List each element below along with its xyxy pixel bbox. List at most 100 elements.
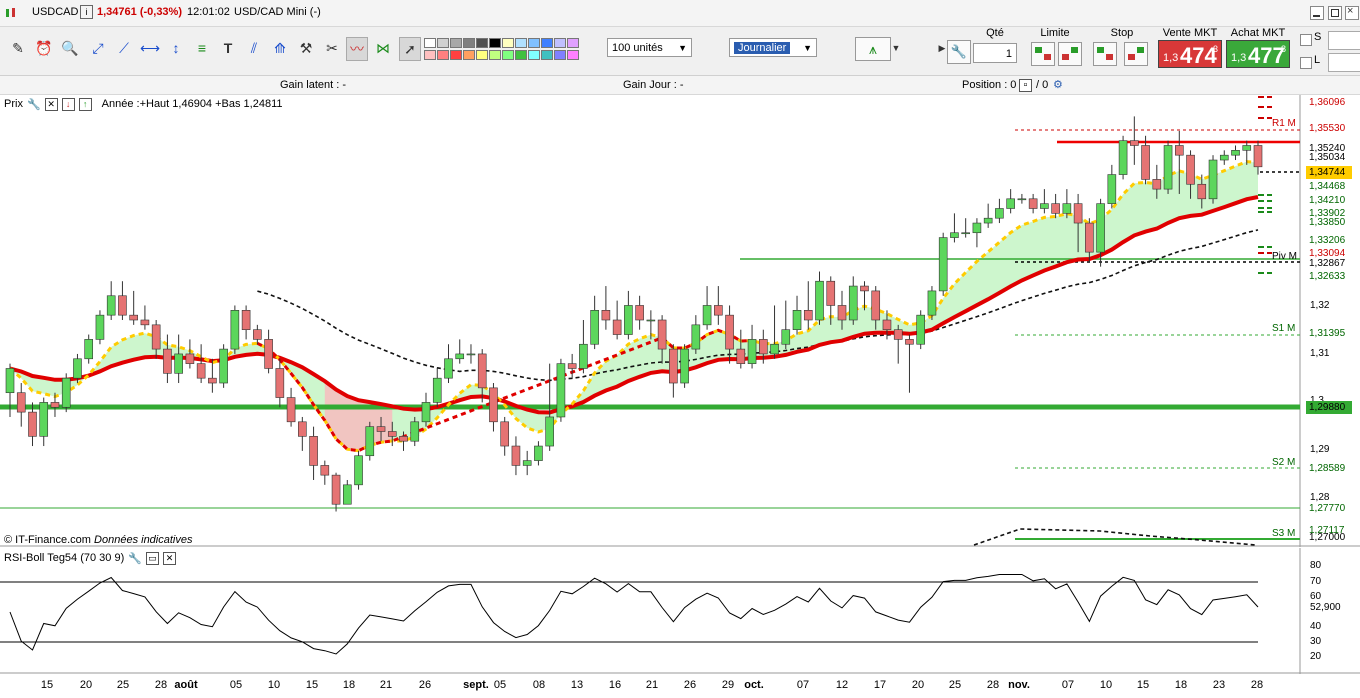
candle[interactable] <box>871 290 881 321</box>
candle[interactable] <box>1062 203 1072 214</box>
close-button[interactable]: × <box>1345 5 1359 20</box>
candle[interactable] <box>590 310 599 345</box>
candle[interactable] <box>376 426 386 432</box>
candle[interactable] <box>354 455 363 486</box>
candle[interactable] <box>1163 145 1173 190</box>
fibonacci-tool-icon[interactable]: ≡ <box>197 40 207 56</box>
candle[interactable] <box>972 222 982 234</box>
candle[interactable] <box>241 310 251 330</box>
candle[interactable] <box>882 319 892 330</box>
color-swatch[interactable] <box>424 50 436 60</box>
candle[interactable] <box>1141 145 1150 180</box>
candle[interactable] <box>208 377 217 384</box>
color-swatch[interactable] <box>567 50 579 60</box>
color-swatch[interactable] <box>424 38 436 48</box>
chart-type-chevron-icon[interactable]: ▼ <box>891 43 901 53</box>
candle[interactable] <box>50 402 60 408</box>
candle[interactable] <box>455 353 465 360</box>
candle[interactable] <box>84 339 94 360</box>
candle[interactable] <box>230 310 240 350</box>
ruler-tool-icon[interactable]: ✎ <box>12 39 24 56</box>
candle[interactable] <box>365 426 375 457</box>
candle[interactable] <box>1040 203 1049 209</box>
candle[interactable] <box>646 319 656 322</box>
rsi-chart[interactable] <box>0 548 1360 674</box>
delete-tool-icon[interactable]: ✂ <box>326 39 338 56</box>
color-swatch[interactable] <box>567 38 579 48</box>
candle[interactable] <box>1152 179 1162 190</box>
candle[interactable] <box>399 436 408 442</box>
candle[interactable] <box>489 387 498 423</box>
candle[interactable] <box>387 431 397 437</box>
move-up-icon[interactable]: ↑ <box>78 97 92 111</box>
candle[interactable] <box>669 348 678 384</box>
candle[interactable] <box>106 295 116 316</box>
candle[interactable] <box>612 319 622 335</box>
candle[interactable] <box>444 358 453 379</box>
candle[interactable] <box>950 232 959 238</box>
color-swatch[interactable] <box>476 38 488 48</box>
color-swatch[interactable] <box>437 38 449 48</box>
candle[interactable] <box>219 348 228 384</box>
candle[interactable] <box>1242 145 1252 151</box>
candle[interactable] <box>275 368 285 398</box>
candle[interactable] <box>1208 159 1218 200</box>
color-swatch[interactable] <box>502 38 514 48</box>
candle[interactable] <box>1017 198 1027 201</box>
candle[interactable] <box>253 329 262 340</box>
close-panel-icon[interactable]: ✕ <box>162 551 176 565</box>
candle[interactable] <box>174 353 183 374</box>
zigzag-tool-icon[interactable]: ⋈ <box>376 39 390 56</box>
candle[interactable] <box>320 465 330 476</box>
candle[interactable] <box>624 305 633 335</box>
candle[interactable] <box>151 324 161 350</box>
color-swatch[interactable] <box>476 50 488 60</box>
minimize-button[interactable] <box>1310 6 1324 20</box>
candle[interactable] <box>556 363 566 418</box>
candle[interactable] <box>1073 203 1083 224</box>
candle[interactable] <box>905 339 914 345</box>
color-swatch[interactable] <box>554 50 566 60</box>
candle[interactable] <box>927 290 937 316</box>
candle[interactable] <box>129 314 138 321</box>
window-icon[interactable]: ▭ <box>145 551 159 565</box>
candle[interactable] <box>118 295 127 316</box>
candle[interactable] <box>309 436 318 466</box>
fan-tool-icon[interactable]: ⟰ <box>274 39 286 56</box>
candle[interactable] <box>163 348 172 374</box>
color-swatch[interactable] <box>528 50 540 60</box>
candle[interactable] <box>983 217 993 224</box>
candle[interactable] <box>1231 150 1240 156</box>
move-down-icon[interactable]: ↓ <box>61 97 75 111</box>
color-swatch[interactable] <box>515 50 527 60</box>
candle[interactable] <box>410 421 420 442</box>
candle[interactable] <box>28 411 37 437</box>
zoom-tool-icon[interactable]: 🔍 <box>61 39 79 56</box>
candle[interactable] <box>601 310 611 321</box>
candle[interactable] <box>1186 154 1195 185</box>
candle[interactable] <box>331 474 341 505</box>
candle[interactable] <box>264 339 273 369</box>
candle[interactable] <box>635 305 644 321</box>
candle[interactable] <box>691 324 701 350</box>
stop-buy-button[interactable] <box>1093 42 1117 66</box>
candle[interactable] <box>1219 154 1229 161</box>
candle[interactable] <box>1028 198 1038 209</box>
candle[interactable] <box>342 484 352 505</box>
candle[interactable] <box>1006 198 1015 209</box>
candle[interactable] <box>747 339 757 364</box>
indicator-tool-icon[interactable]: 〰 <box>346 37 368 61</box>
candle[interactable] <box>140 319 150 326</box>
candle[interactable] <box>848 285 858 321</box>
alarm-tool-icon[interactable]: ⏰ <box>35 39 53 56</box>
candle[interactable] <box>725 314 734 350</box>
candle[interactable] <box>837 305 847 321</box>
limit-buy-button[interactable] <box>1031 42 1055 66</box>
candle[interactable] <box>792 310 802 330</box>
color-swatch[interactable] <box>502 50 514 60</box>
stop-sell-button[interactable] <box>1124 42 1148 66</box>
candle[interactable] <box>770 343 779 355</box>
line-tool-icon[interactable]: ⤢ <box>92 39 104 56</box>
candle[interactable] <box>781 329 791 345</box>
color-swatch[interactable] <box>541 50 553 60</box>
